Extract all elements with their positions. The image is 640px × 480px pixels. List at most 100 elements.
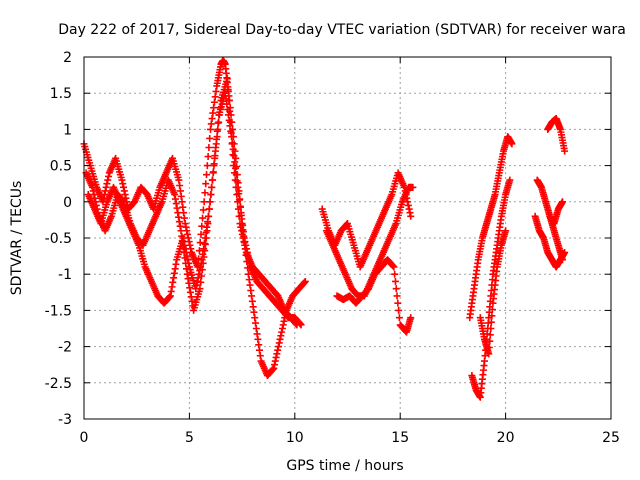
data-point: [208, 183, 216, 191]
data-point: [227, 129, 235, 137]
data-point: [234, 205, 242, 213]
x-tick-label: 15: [391, 430, 409, 446]
grid: [84, 57, 611, 419]
data-point: [559, 198, 567, 206]
data-point: [207, 191, 215, 199]
series-trace-7: [466, 133, 516, 322]
data-point: [502, 227, 510, 235]
data-point: [201, 189, 209, 197]
data-point: [392, 285, 400, 293]
data-point: [393, 292, 401, 300]
data-point: [485, 344, 493, 352]
data-point: [226, 107, 234, 115]
series-trace-1: [80, 57, 309, 380]
data-point: [559, 256, 567, 264]
data-point: [506, 176, 514, 184]
data-point: [224, 86, 232, 94]
y-tick-label: -3: [58, 412, 72, 428]
data-point: [211, 154, 219, 162]
data-point: [407, 314, 415, 322]
x-tick-label: 25: [602, 430, 620, 446]
data-point: [216, 104, 224, 112]
data-point: [395, 306, 403, 314]
y-tick-label: 0.5: [50, 159, 72, 175]
data-point: [199, 214, 207, 222]
x-tick-label: 5: [185, 430, 194, 446]
data-point: [203, 162, 211, 170]
y-tick-label: 2: [63, 50, 72, 66]
data-point: [205, 144, 213, 151]
data-point: [215, 118, 223, 126]
x-tick-label: 0: [80, 430, 89, 446]
data-point: [225, 96, 233, 104]
data-point: [202, 180, 210, 188]
data-point: [230, 152, 238, 160]
data-point: [195, 255, 203, 263]
data-point: [215, 111, 223, 119]
y-tick-label: -1: [58, 267, 72, 283]
data-point: [235, 212, 243, 220]
y-tick-label: 1: [63, 122, 72, 138]
data-point: [395, 314, 403, 322]
series-trace-9: [476, 227, 510, 358]
data-point: [487, 325, 495, 332]
series-trace-12: [544, 115, 569, 155]
data-point: [213, 133, 221, 141]
data-point: [204, 153, 212, 161]
data-point: [232, 183, 240, 191]
x-axis-label: GPS time / hours: [286, 458, 403, 474]
data-point: [210, 162, 218, 170]
data-point: [212, 140, 220, 148]
data-point: [211, 147, 219, 155]
data-point: [231, 158, 239, 166]
data-point: [204, 212, 212, 220]
data-point: [486, 337, 494, 345]
data-point: [206, 198, 214, 206]
y-tick-label: 1.5: [50, 86, 72, 102]
data-point: [198, 222, 206, 230]
data-point: [197, 230, 205, 238]
x-tick-label: 10: [286, 430, 304, 446]
y-tick-label: 0: [63, 195, 72, 211]
data-point: [233, 191, 241, 199]
data-point: [301, 277, 309, 285]
data-point: [488, 312, 496, 320]
data-point: [234, 198, 242, 206]
data-point: [201, 240, 209, 248]
data-point: [561, 147, 569, 155]
chart-title: Day 222 of 2017, Sidereal Day-to-day VTE…: [58, 22, 626, 38]
data-point: [508, 140, 516, 148]
plot-frame: [83, 56, 612, 420]
data-point: [485, 350, 493, 358]
data-point: [205, 205, 213, 213]
data-point: [230, 169, 238, 177]
x-tick-label: 20: [497, 430, 515, 446]
y-tick-label: -1.5: [45, 303, 72, 319]
data-point: [230, 162, 238, 170]
data-point: [209, 169, 217, 177]
y-tick-label: -2.5: [45, 376, 72, 392]
series-trace-4: [318, 169, 415, 271]
data-point: [390, 263, 398, 271]
data-point: [231, 176, 239, 184]
axis-ticks: 0 5 10 15 20 25 2 1.5 1 0.5 0 -0.5 -1 -1.5 -2 -2.5 -3: [45, 50, 620, 446]
data-point: [391, 270, 399, 278]
y-tick-label: -2: [58, 340, 72, 356]
series-trace-8: [468, 176, 514, 401]
data-point: [293, 321, 301, 329]
data-point: [206, 134, 214, 142]
data-point: [228, 140, 236, 148]
data-point: [223, 75, 231, 83]
series-trace-3: [84, 75, 301, 329]
series-trace-13: [546, 198, 567, 228]
y-axis-label: SDTVAR / TECUs: [9, 181, 25, 296]
data-point: [229, 151, 237, 159]
data-point: [394, 299, 402, 307]
data-point: [237, 209, 245, 217]
data-layer: [80, 57, 569, 401]
data-point: [407, 212, 415, 220]
data-point: [208, 176, 216, 184]
data-point: [203, 171, 211, 179]
data-point: [487, 318, 495, 326]
